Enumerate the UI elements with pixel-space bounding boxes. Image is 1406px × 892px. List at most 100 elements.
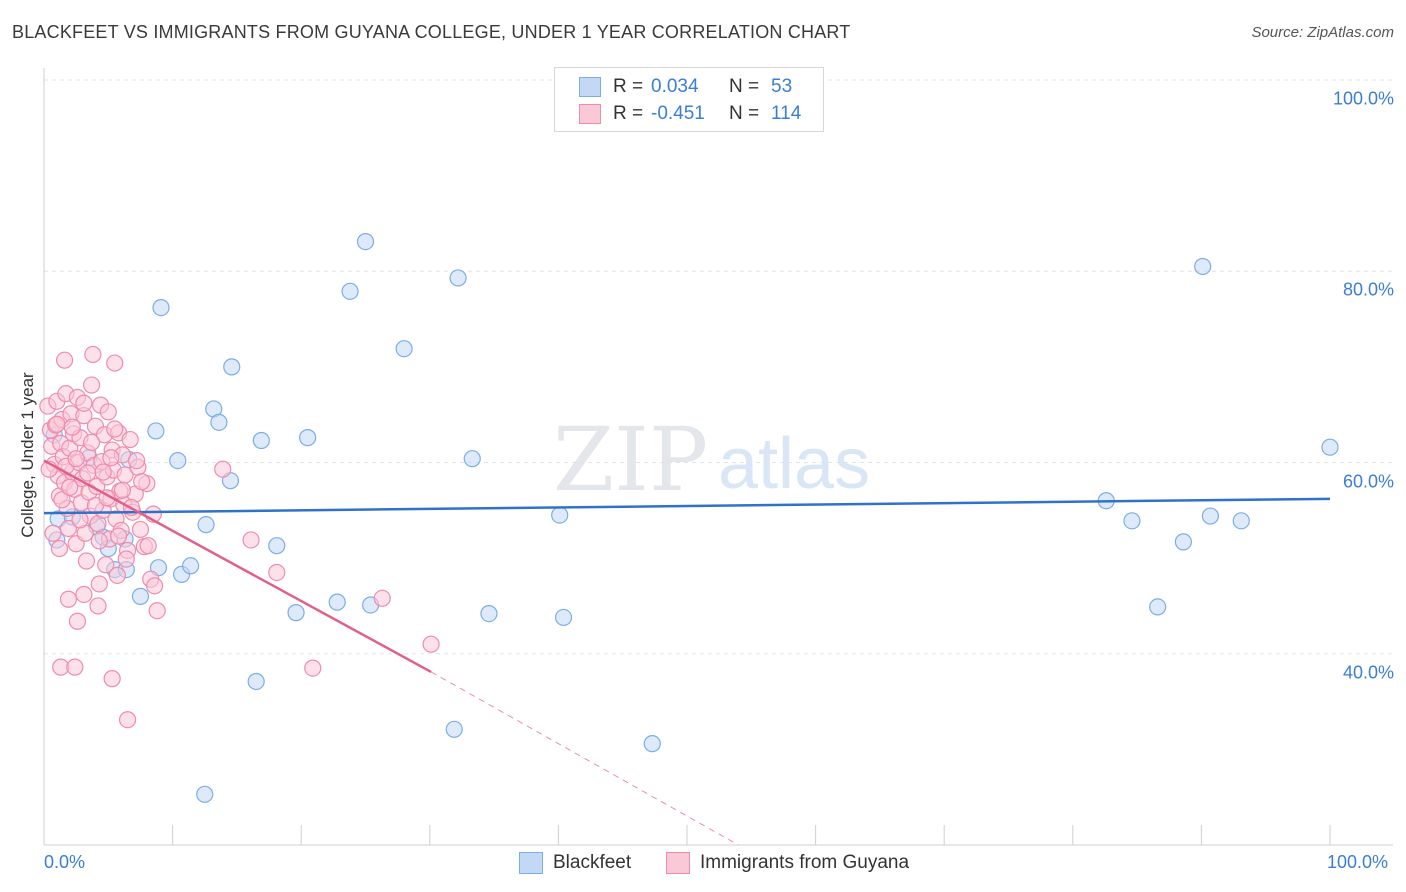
bottom-legend-blackfeet: Blackfeet: [519, 852, 631, 874]
legend-row-blackfeet: R = 0.034 N = 53: [579, 75, 792, 99]
blackfeet-point: [1194, 257, 1212, 276]
blackfeet-point: [1123, 512, 1141, 530]
blackfeet-point: [197, 516, 215, 534]
guyana-point: [89, 597, 107, 615]
blackfeet-trend-line: [43, 497, 1331, 515]
blackfeet-point: [449, 269, 467, 287]
blackfeet-point: [182, 557, 200, 575]
guyana-point: [71, 511, 89, 529]
x-tick-label-min: 0.0%: [44, 852, 86, 872]
legend-n-value: 114: [771, 103, 802, 124]
guyana-point: [118, 711, 137, 729]
blackfeet-point: [554, 608, 573, 627]
guyana-point: [121, 430, 139, 449]
guyana-point: [102, 449, 120, 467]
guyana-point: [214, 460, 232, 478]
legend-row-guyana: R = -0.451 N = 114: [579, 102, 801, 126]
blackfeet-point: [551, 506, 569, 524]
blackfeet-point: [463, 450, 481, 468]
legend-r-label: R =: [613, 76, 644, 97]
guyana-point: [94, 463, 112, 481]
guyana-point: [59, 590, 78, 608]
guyana-point: [75, 585, 93, 604]
bottom-legend-swatch-guyana: [666, 852, 690, 874]
blackfeet-point: [480, 604, 498, 623]
guyana-point: [79, 464, 97, 482]
legend-n-label: N =: [729, 103, 760, 124]
stats-legend: R = 0.034 N = 53 R = -0.451 N = 114: [554, 67, 824, 132]
legend-n-value: 53: [771, 76, 793, 97]
guyana-point: [133, 473, 151, 491]
guyana-point: [53, 491, 71, 509]
y-tick-label: 100.0%: [1332, 88, 1394, 109]
guyana-point: [82, 433, 101, 452]
guyana-point: [145, 577, 164, 595]
guyana-point: [55, 351, 74, 369]
blackfeet-point: [1232, 512, 1250, 530]
guyana-trend-extension: [430, 671, 739, 846]
guyana-point: [139, 537, 157, 555]
guyana-point: [108, 566, 126, 584]
guyana-point: [68, 612, 87, 630]
legend-r-value: -0.451: [651, 103, 705, 124]
blackfeet-point: [287, 604, 305, 622]
guyana-point: [106, 420, 124, 438]
guyana-point: [131, 520, 150, 539]
legend-r-label: R =: [613, 103, 644, 124]
watermark-atlas: atlas: [718, 424, 870, 504]
bottom-legend-swatch-blackfeet: [519, 852, 543, 874]
guyana-point: [48, 415, 66, 433]
blackfeet-point: [1201, 507, 1220, 525]
blackfeet-point: [643, 735, 661, 753]
bottom-legend-guyana: Immigrants from Guyana: [666, 852, 909, 874]
guyana-point: [268, 563, 286, 582]
blackfeet-point: [356, 233, 375, 251]
guyana-point: [63, 418, 81, 436]
guyana-point: [99, 403, 117, 421]
blackfeet-point: [395, 340, 413, 358]
guyana-point: [373, 589, 391, 607]
blackfeet-point: [328, 593, 346, 611]
blackfeet-point: [1174, 533, 1192, 551]
blackfeet-point: [1321, 438, 1339, 456]
blackfeet-point: [252, 431, 270, 450]
blackfeet-point: [196, 785, 214, 803]
guyana-point: [242, 531, 260, 549]
guyana-point: [127, 451, 146, 470]
blackfeet-point: [268, 537, 286, 555]
bottom-legend-label-guyana: Immigrants from Guyana: [700, 852, 910, 873]
guyana-point: [61, 478, 79, 496]
blackfeet-point: [131, 587, 150, 605]
guyana-point: [90, 532, 108, 550]
guyana-point: [106, 354, 124, 372]
blackfeet-point: [169, 451, 187, 470]
guyana-point: [148, 602, 166, 620]
y-tick-label: 60.0%: [1342, 471, 1394, 491]
legend-swatch-blackfeet: [579, 77, 601, 97]
guyana-point: [113, 481, 132, 499]
guyana-trend-line: [43, 459, 432, 674]
guyana-point: [109, 527, 128, 545]
guyana-point: [77, 552, 96, 570]
guyana-point: [304, 659, 322, 677]
guyana-point: [82, 376, 101, 394]
blackfeet-point: [147, 422, 165, 440]
guyana-point: [67, 450, 85, 468]
bottom-legend-label-blackfeet: Blackfeet: [553, 852, 632, 873]
y-tick-label: 80.0%: [1342, 279, 1394, 300]
blackfeet-point: [445, 720, 463, 738]
guyana-point: [66, 658, 84, 676]
legend-r-value: 0.034: [651, 76, 699, 97]
blackfeet-point: [210, 413, 228, 431]
blackfeet-point: [223, 358, 241, 376]
legend-n-label: N =: [729, 76, 760, 97]
guyana-point: [90, 575, 108, 593]
guyana-point: [44, 524, 62, 542]
guyana-point: [117, 550, 135, 568]
blackfeet-point: [341, 282, 359, 300]
blackfeet-point: [152, 298, 170, 317]
blackfeet-point: [299, 429, 317, 447]
blackfeet-point: [1149, 598, 1167, 616]
guyana-point: [97, 556, 115, 574]
